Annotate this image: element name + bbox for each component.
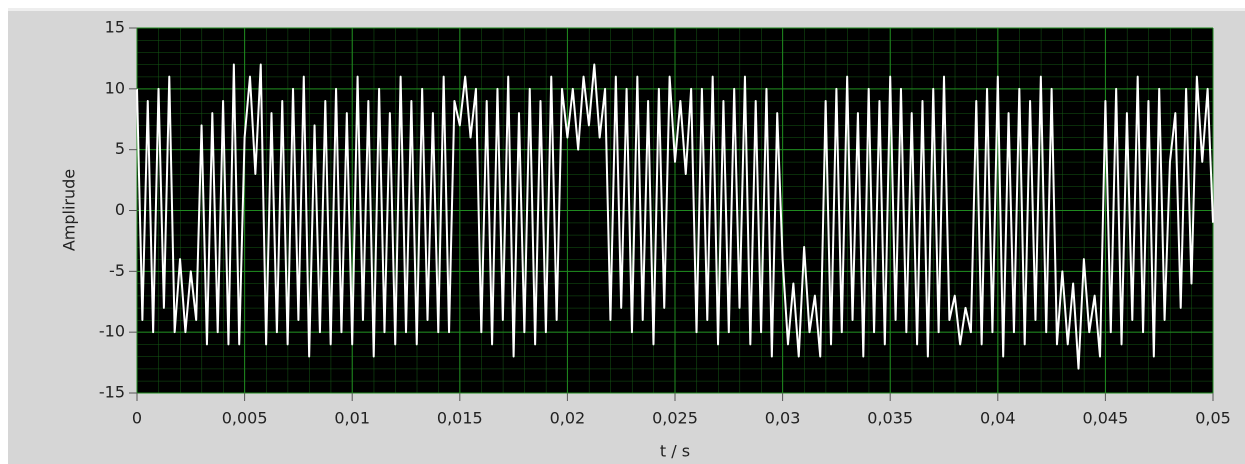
y-tick-label: 5 (115, 139, 125, 158)
y-tick-label: -10 (99, 322, 125, 341)
y-axis-label: Amplirude (60, 169, 79, 251)
y-tick-label: 0 (115, 200, 125, 219)
y-tick-label: -15 (99, 383, 125, 402)
x-tick-label: 0,03 (765, 409, 801, 428)
x-tick-label: 0 (132, 409, 142, 428)
signal-line (136, 63, 1214, 370)
x-tick-label: 0,04 (980, 409, 1016, 428)
y-tick-label: 10 (105, 78, 125, 97)
x-tick-label: 0,05 (1195, 409, 1231, 428)
y-tick-label: 15 (105, 18, 125, 37)
x-axis-label: t / s (660, 442, 690, 461)
panel-edge (8, 8, 1245, 11)
x-tick-label: 0,01 (334, 409, 370, 428)
x-tick-label: 0,025 (652, 409, 698, 428)
x-tick-label: 0,035 (867, 409, 913, 428)
x-tick-label: 0,045 (1082, 409, 1128, 428)
y-tick-label: -5 (109, 261, 125, 280)
x-tick-label: 0,005 (222, 409, 268, 428)
x-tick-label: 0,02 (550, 409, 586, 428)
x-tick-label: 0,015 (437, 409, 483, 428)
